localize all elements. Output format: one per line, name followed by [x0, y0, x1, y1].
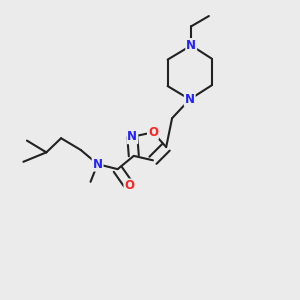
Text: O: O: [148, 126, 158, 139]
Text: N: N: [93, 158, 103, 171]
Text: N: N: [186, 39, 196, 52]
Text: N: N: [127, 130, 137, 143]
Text: N: N: [185, 93, 195, 106]
Text: O: O: [124, 179, 134, 192]
